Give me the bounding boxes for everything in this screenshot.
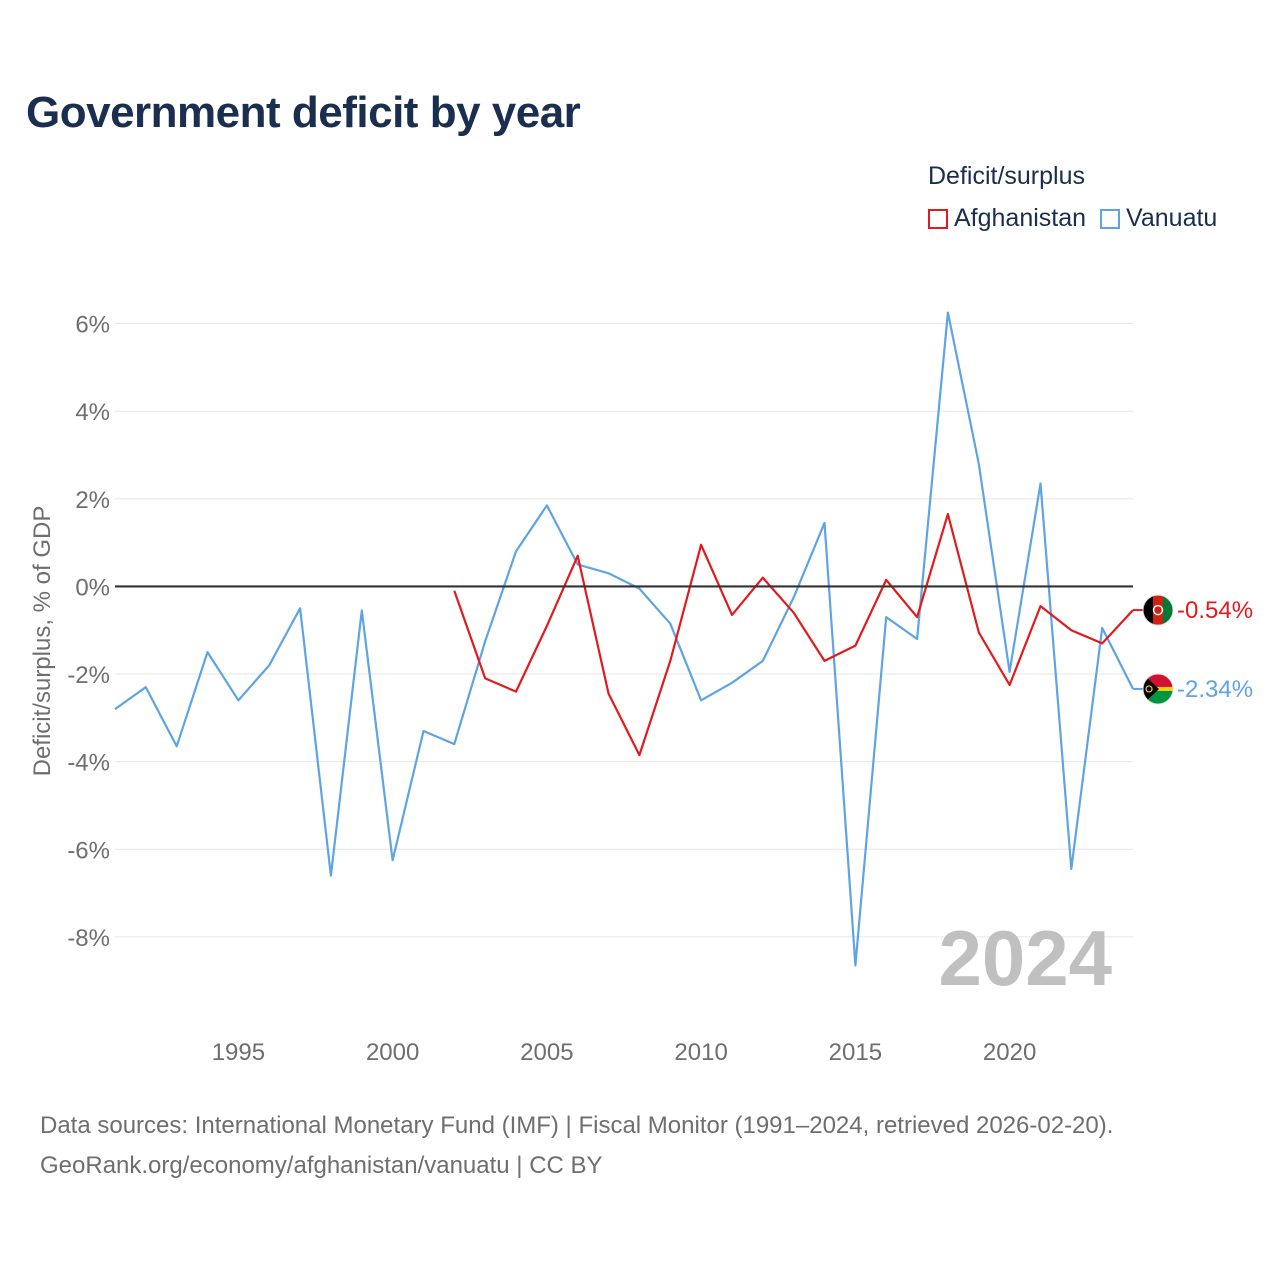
end-value-label-afghanistan: -0.54% — [1177, 597, 1253, 624]
legend-item-afghanistan[interactable]: Afghanistan — [928, 204, 1086, 233]
source-line-2[interactable]: GeoRank.org/economy/afghanistan/vanuatu … — [40, 1152, 603, 1179]
x-tick-label: 2005 — [520, 1039, 573, 1066]
x-tick-label: 2000 — [366, 1039, 419, 1066]
y-tick-label: -6% — [67, 837, 110, 864]
x-tick-label: 1995 — [212, 1039, 265, 1066]
x-tick-label: 2015 — [829, 1039, 882, 1066]
legend: Afghanistan Vanuatu — [928, 204, 1217, 233]
y-tick-label: 2% — [75, 487, 110, 514]
legend-label-vanuatu: Vanuatu — [1126, 204, 1218, 232]
afghanistan-flag-icon — [1142, 594, 1174, 626]
y-tick-label: -4% — [67, 750, 110, 777]
legend-title: Deficit/surplus — [928, 162, 1085, 190]
legend-swatch-afghanistan — [928, 208, 948, 229]
y-tick-label: -2% — [67, 662, 110, 689]
vanuatu-flag-icon — [1142, 673, 1174, 705]
series-line-vanuatu — [114, 311, 1134, 967]
y-axis-label: Deficit/surplus, % of GDP — [29, 506, 56, 777]
series-line-afghanistan — [453, 512, 1134, 757]
legend-label-afghanistan: Afghanistan — [954, 204, 1087, 232]
source-line-1: Data sources: International Monetary Fun… — [40, 1112, 1114, 1139]
y-tick-label: 4% — [75, 399, 110, 426]
y-tick-label: 0% — [75, 574, 110, 601]
legend-item-vanuatu[interactable]: Vanuatu — [1100, 204, 1217, 233]
y-tick-label: 6% — [75, 312, 110, 339]
legend-swatch-vanuatu — [1100, 208, 1121, 229]
chart-title: Government deficit by year — [26, 88, 581, 137]
year-watermark: 2024 — [938, 914, 1112, 1002]
y-tick-label: -8% — [67, 925, 110, 952]
x-tick-label: 2010 — [674, 1039, 727, 1066]
source-note: Data sources: International Monetary Fun… — [40, 1106, 1113, 1186]
x-tick-label: 2020 — [983, 1039, 1036, 1066]
end-value-label-vanuatu: -2.34% — [1177, 676, 1253, 703]
